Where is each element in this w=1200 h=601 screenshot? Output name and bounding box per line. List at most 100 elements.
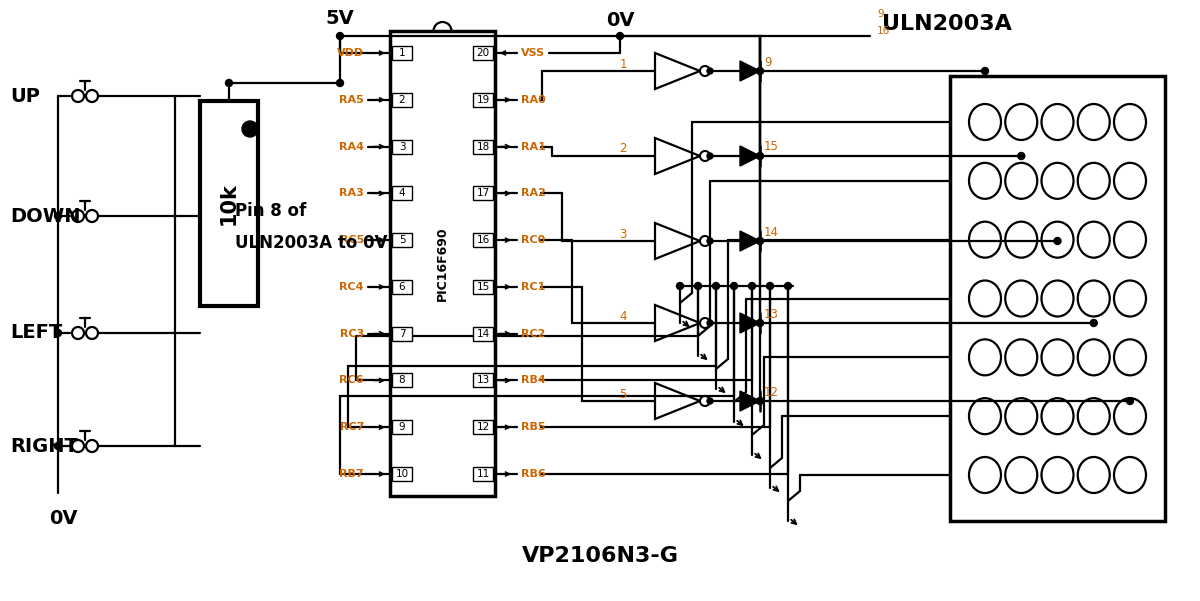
Bar [473, 139, 493, 154]
Text: 16: 16 [877, 26, 890, 36]
Bar [392, 373, 412, 388]
Circle shape [707, 238, 713, 244]
Bar [392, 327, 412, 341]
Circle shape [54, 442, 61, 450]
Text: RC6: RC6 [340, 376, 364, 385]
Text: 3: 3 [398, 142, 406, 151]
Bar [473, 93, 493, 107]
Circle shape [242, 121, 258, 137]
Circle shape [695, 282, 702, 290]
Bar [200, 101, 258, 306]
Polygon shape [740, 146, 760, 166]
Circle shape [677, 282, 684, 290]
Circle shape [1018, 153, 1025, 159]
Text: 1: 1 [619, 58, 628, 70]
Polygon shape [740, 61, 760, 81]
Text: RB4: RB4 [521, 376, 546, 385]
Text: 1: 1 [398, 48, 406, 58]
Bar [473, 280, 493, 294]
Bar [950, 76, 1165, 521]
Text: RC1: RC1 [521, 282, 545, 292]
Circle shape [54, 329, 61, 337]
Circle shape [1054, 237, 1061, 245]
Bar [392, 46, 412, 60]
Text: 18: 18 [476, 142, 490, 151]
Circle shape [756, 397, 763, 404]
Text: PIC16F690: PIC16F690 [436, 226, 449, 301]
Bar [473, 233, 493, 247]
Text: RC0: RC0 [521, 235, 545, 245]
Text: RA4: RA4 [340, 142, 364, 151]
Text: VDD: VDD [337, 48, 364, 58]
Text: 0V: 0V [49, 510, 77, 528]
Bar [392, 467, 412, 481]
Circle shape [749, 282, 756, 290]
Text: 19: 19 [476, 95, 490, 105]
Text: 4: 4 [619, 310, 628, 323]
Text: 9: 9 [764, 55, 772, 69]
Text: 5: 5 [398, 235, 406, 245]
Text: 12: 12 [476, 423, 490, 432]
Circle shape [54, 213, 61, 219]
Text: 12: 12 [764, 385, 779, 398]
Bar [392, 280, 412, 294]
Circle shape [1091, 320, 1097, 326]
Text: ULN2003A to 0V: ULN2003A to 0V [235, 234, 388, 252]
Bar [392, 420, 412, 434]
Circle shape [756, 153, 763, 159]
Circle shape [707, 68, 713, 74]
Text: 14: 14 [764, 225, 779, 239]
Text: 13: 13 [476, 376, 490, 385]
Text: 9: 9 [877, 9, 883, 19]
Text: RA1: RA1 [521, 142, 546, 151]
Text: LEFT: LEFT [10, 323, 62, 343]
Text: 7: 7 [398, 329, 406, 339]
Text: RC5: RC5 [340, 235, 364, 245]
Text: 0V: 0V [606, 11, 635, 31]
Circle shape [713, 282, 720, 290]
Bar [392, 93, 412, 107]
Text: Pin 8 of: Pin 8 of [235, 202, 306, 220]
Text: RC3: RC3 [340, 329, 364, 339]
Text: 17: 17 [476, 188, 490, 198]
Text: 2: 2 [619, 142, 628, 156]
Circle shape [226, 79, 233, 87]
Text: RA3: RA3 [340, 188, 364, 198]
Text: 3: 3 [619, 228, 628, 240]
Text: 6: 6 [398, 282, 406, 292]
Polygon shape [740, 313, 760, 333]
Circle shape [767, 282, 774, 290]
Text: UP: UP [10, 87, 40, 106]
Text: 11: 11 [476, 469, 490, 479]
Bar [473, 420, 493, 434]
Text: 5: 5 [619, 388, 628, 400]
Text: RC4: RC4 [340, 282, 364, 292]
Circle shape [336, 79, 343, 87]
Circle shape [336, 32, 343, 40]
Text: VP2106N3-G: VP2106N3-G [522, 546, 678, 566]
Text: ULN2003A: ULN2003A [882, 14, 1012, 34]
Text: DOWN: DOWN [10, 207, 80, 225]
Text: RB5: RB5 [521, 423, 546, 432]
Text: 10: 10 [396, 469, 408, 479]
Circle shape [785, 282, 792, 290]
Bar [392, 186, 412, 200]
Text: 4: 4 [398, 188, 406, 198]
Text: RB6: RB6 [521, 469, 546, 479]
Circle shape [731, 282, 738, 290]
Polygon shape [740, 231, 760, 251]
Text: 20: 20 [476, 48, 490, 58]
Text: 14: 14 [476, 329, 490, 339]
Bar [473, 46, 493, 60]
Bar [473, 327, 493, 341]
Text: RB7: RB7 [340, 469, 364, 479]
Circle shape [1127, 397, 1134, 404]
Bar [473, 467, 493, 481]
Polygon shape [740, 391, 760, 411]
Text: RC7: RC7 [340, 423, 364, 432]
Bar [473, 373, 493, 388]
Text: 16: 16 [476, 235, 490, 245]
Text: RC2: RC2 [521, 329, 545, 339]
Text: 8: 8 [398, 376, 406, 385]
Bar [392, 139, 412, 154]
